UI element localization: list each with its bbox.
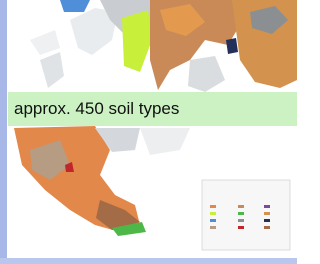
land bbox=[60, 0, 90, 12]
land bbox=[30, 30, 60, 55]
land bbox=[226, 38, 238, 54]
land bbox=[40, 52, 64, 88]
map-panel: approx. 450 soil types bbox=[0, 0, 297, 264]
bottom-border bbox=[0, 258, 297, 264]
land bbox=[122, 10, 152, 72]
caption: approx. 450 soil types bbox=[8, 92, 297, 126]
soil-map bbox=[0, 0, 297, 264]
left-border bbox=[0, 0, 7, 264]
land bbox=[188, 56, 225, 92]
land bbox=[140, 128, 190, 155]
